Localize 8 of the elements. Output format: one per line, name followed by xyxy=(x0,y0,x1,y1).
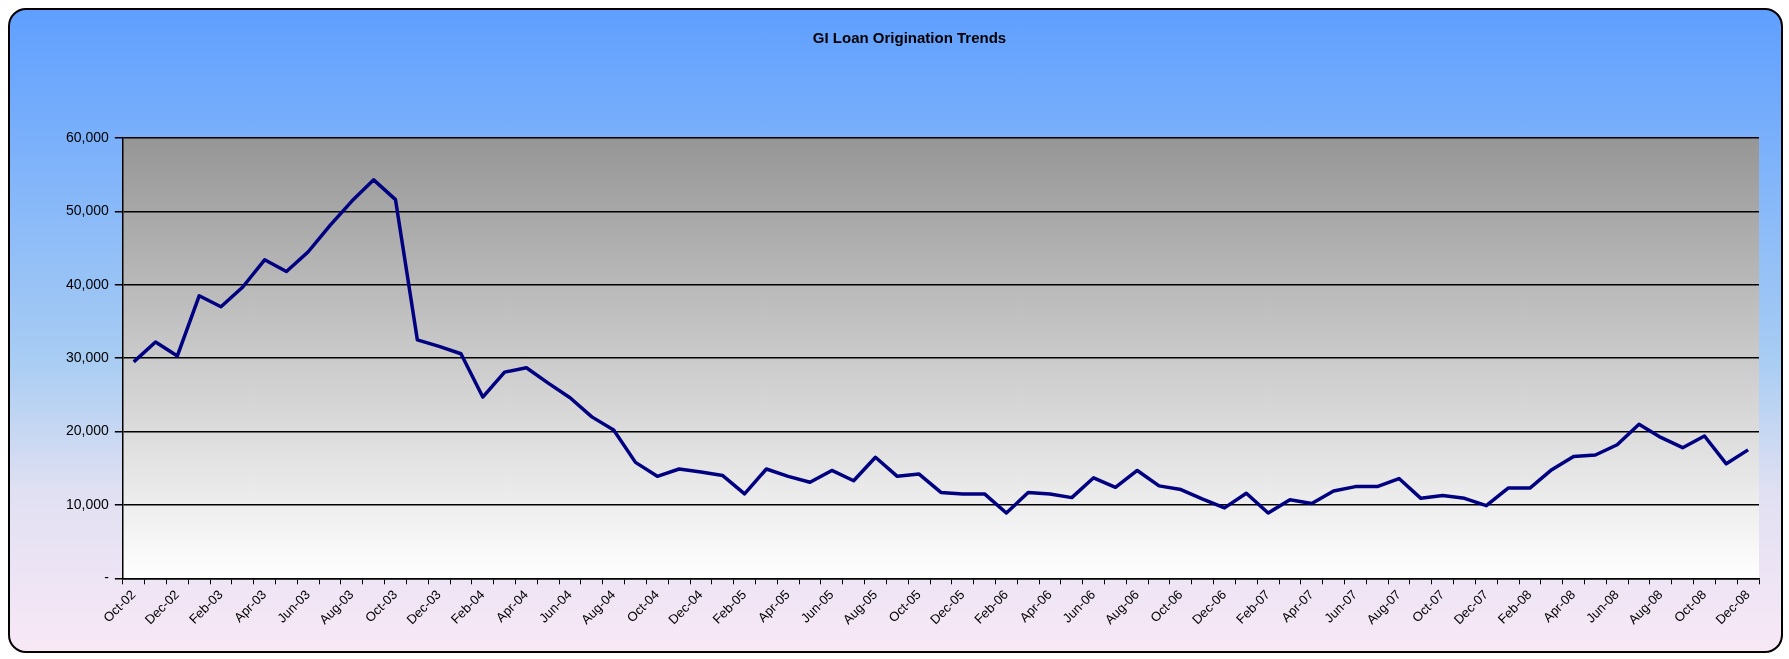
y-tick-label: 60,000 xyxy=(65,128,110,145)
y-tick-label: 20,000 xyxy=(65,422,110,439)
y-tick-label: 10,000 xyxy=(65,495,110,512)
y-tick-label: 30,000 xyxy=(65,349,110,366)
y-tick-label: 40,000 xyxy=(65,275,110,292)
y-tick-label: - xyxy=(104,569,110,586)
y-tick-label: 50,000 xyxy=(65,202,110,219)
chart-title: GI Loan Origination Trends xyxy=(812,29,1007,47)
